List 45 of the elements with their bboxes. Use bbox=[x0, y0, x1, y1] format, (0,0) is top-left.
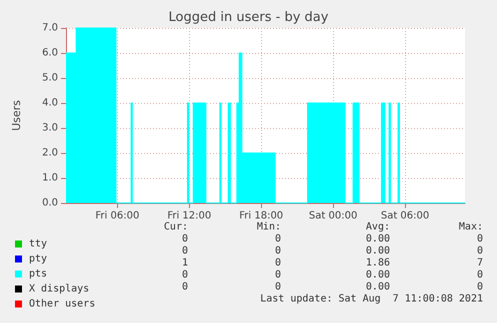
text: 0.00 bbox=[366, 270, 390, 280]
y-tick-label: 3.0 bbox=[42, 122, 58, 134]
legend-label: Other users bbox=[29, 298, 96, 310]
text: 0 bbox=[476, 246, 483, 256]
text: Min: bbox=[256, 222, 281, 232]
x-tick-label: Sat 00:00 bbox=[308, 210, 358, 222]
x-tick-label: Fri 18:00 bbox=[239, 210, 284, 222]
text: 0 bbox=[274, 234, 281, 244]
text: 0 bbox=[476, 270, 483, 280]
text: 0 bbox=[476, 282, 483, 292]
text: 0 bbox=[274, 246, 281, 256]
text: 0.00 bbox=[366, 246, 390, 256]
legend-label: X displays bbox=[29, 284, 90, 294]
text: 0 bbox=[274, 282, 281, 292]
x-tick-label: Sat 06:00 bbox=[380, 210, 430, 222]
text: 0 bbox=[274, 270, 281, 280]
text: 0 bbox=[182, 246, 188, 256]
text: 0 bbox=[476, 234, 483, 244]
text: 0 bbox=[182, 270, 188, 280]
text: 0 bbox=[182, 282, 188, 292]
x-tick-label: Fri 06:00 bbox=[95, 210, 140, 222]
legend-label: tty bbox=[29, 238, 48, 250]
text: 0 bbox=[182, 234, 188, 244]
chart-title: Logged in users - by day bbox=[168, 10, 329, 25]
text: 7 bbox=[476, 258, 483, 268]
text: 0 bbox=[274, 258, 281, 268]
y-tick-label: 5.0 bbox=[42, 72, 58, 84]
text: 1 bbox=[182, 258, 188, 268]
text: 1.86 bbox=[366, 258, 390, 268]
text: Last update: Sat Aug 7 11:00:08 2021 bbox=[260, 294, 483, 304]
text: Cur: bbox=[164, 222, 188, 232]
y-tick-label: 4.0 bbox=[42, 98, 58, 108]
y-tick-label: 0.0 bbox=[42, 198, 58, 208]
text: Avg: bbox=[366, 222, 390, 232]
y-axis-title: Users bbox=[10, 100, 23, 131]
legend-label: pts bbox=[29, 268, 48, 280]
y-tick-label: 2.0 bbox=[42, 148, 58, 158]
y-tick-label: 6.0 bbox=[42, 48, 58, 58]
y-tick-label: 7.0 bbox=[42, 22, 58, 34]
x-tick-label: Fri 12:00 bbox=[167, 210, 212, 222]
y-tick-label: 1.0 bbox=[42, 172, 58, 184]
text: 0.00 bbox=[366, 234, 390, 244]
legend-label: pty bbox=[29, 254, 48, 264]
text: Max: bbox=[458, 222, 483, 232]
text: 0.00 bbox=[366, 282, 390, 292]
